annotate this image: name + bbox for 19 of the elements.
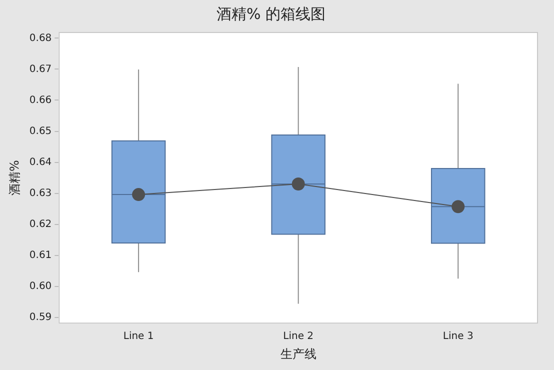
y-tick-label: 0.68 xyxy=(29,32,52,44)
y-tick-label: 0.64 xyxy=(29,156,52,168)
y-tick-label: 0.63 xyxy=(29,188,52,199)
y-tick-label: 0.66 xyxy=(29,94,52,106)
point xyxy=(292,178,305,191)
y-axis-title: 酒精% xyxy=(7,160,22,196)
point xyxy=(132,188,146,202)
y-tick-label: 0.65 xyxy=(29,126,52,137)
x-tick-label: Line 1 xyxy=(123,331,154,342)
y-tick-label: 0.62 xyxy=(29,218,52,230)
point xyxy=(452,200,465,214)
x-tick-label: Line 3 xyxy=(442,331,474,342)
x-axis-title: 生产线 xyxy=(280,346,316,361)
chart-title: 酒精% 的箱线图 xyxy=(216,4,326,23)
y-tick-label: 0.61 xyxy=(29,250,52,261)
y-tick-label: 0.59 xyxy=(29,312,52,323)
y-tick-label: 0.60 xyxy=(29,280,52,292)
y-tick-label: 0.67 xyxy=(29,64,52,75)
x-tick-label: Line 2 xyxy=(283,331,314,342)
